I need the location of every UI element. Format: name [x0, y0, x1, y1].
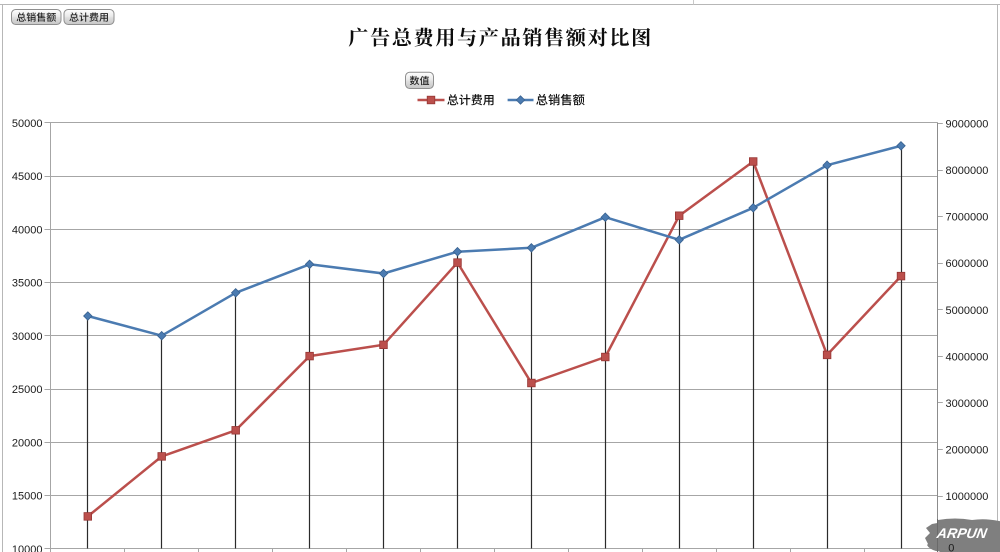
svg-text:8000000: 8000000	[946, 165, 989, 177]
svg-text:3000000: 3000000	[946, 398, 989, 410]
svg-text:5000000: 5000000	[946, 305, 989, 317]
svg-text:50000: 50000	[12, 118, 43, 130]
svg-text:6000000: 6000000	[946, 258, 989, 270]
svg-text:2000000: 2000000	[946, 444, 989, 456]
svg-text:40000: 40000	[12, 224, 43, 236]
svg-text:7000000: 7000000	[946, 212, 989, 224]
svg-text:30000: 30000	[12, 331, 43, 343]
svg-text:45000: 45000	[12, 171, 43, 183]
svg-text:20000: 20000	[12, 437, 43, 449]
svg-text:4000000: 4000000	[946, 351, 989, 363]
svg-text:10000: 10000	[12, 544, 43, 552]
svg-text:9000000: 9000000	[946, 119, 989, 131]
svg-text:35000: 35000	[12, 278, 43, 290]
svg-text:0: 0	[948, 543, 954, 552]
svg-text:25000: 25000	[12, 384, 43, 396]
svg-text:ARPUN: ARPUN	[935, 525, 989, 541]
svg-text:1000000: 1000000	[946, 491, 989, 503]
svg-text:15000: 15000	[12, 491, 43, 503]
